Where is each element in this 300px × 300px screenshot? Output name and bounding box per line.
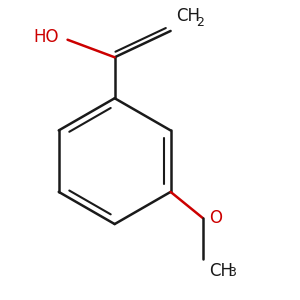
Text: HO: HO [33,28,59,46]
Text: 3: 3 [228,266,236,280]
Text: CH: CH [209,262,233,280]
Text: CH: CH [176,7,200,25]
Text: O: O [209,209,222,227]
Text: 2: 2 [196,16,203,29]
